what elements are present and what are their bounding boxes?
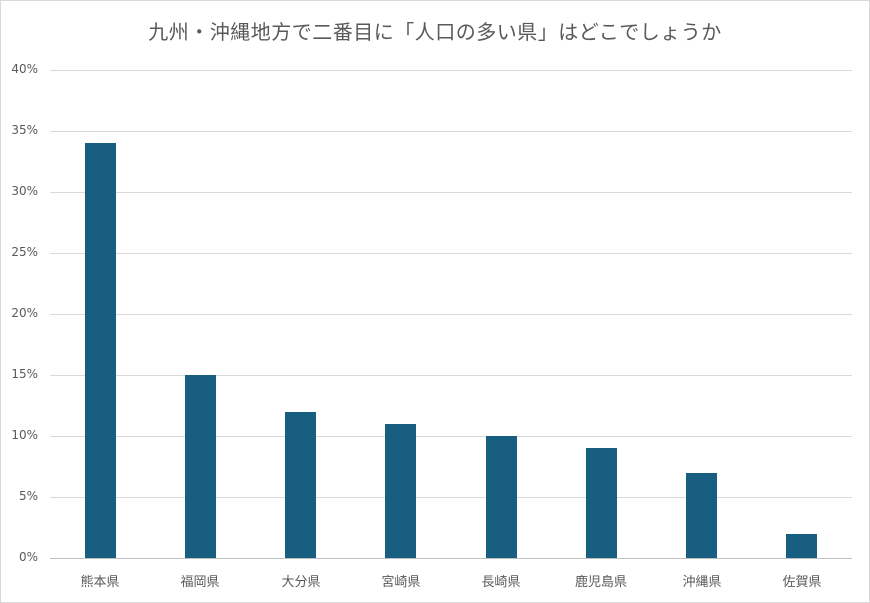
x-category-label: 沖縄県 [682, 575, 722, 590]
y-tick-label: 30% [11, 184, 38, 198]
x-category-label: 宮崎県 [381, 575, 421, 590]
x-category-label: 熊本県 [80, 575, 120, 590]
y-tick-label: 20% [11, 306, 38, 320]
bar [185, 375, 216, 558]
bar [786, 534, 817, 558]
gridline [50, 192, 852, 193]
bar [686, 473, 717, 558]
bar [385, 424, 416, 558]
y-tick-label: 15% [11, 367, 38, 381]
bar [285, 412, 316, 558]
y-tick-label: 35% [11, 123, 38, 137]
y-tick-label: 0% [18, 550, 38, 564]
chart-title: 九州・沖縄地方で二番目に「人口の多い県」はどこでしょうか [148, 20, 722, 44]
y-tick-label: 25% [11, 245, 38, 259]
gridline [50, 375, 852, 376]
y-tick-label: 5% [18, 489, 38, 503]
y-tick-label: 10% [11, 428, 38, 442]
bar [85, 143, 116, 558]
y-tick-label: 40% [11, 62, 38, 76]
gridline [50, 314, 852, 315]
gridline [50, 70, 852, 71]
gridline [50, 253, 852, 254]
bar [586, 448, 617, 558]
x-category-label: 長崎県 [481, 575, 521, 590]
x-category-label: 鹿児島県 [574, 575, 627, 590]
gridline [50, 131, 852, 132]
x-axis-line [50, 558, 852, 559]
x-category-label: 福岡県 [180, 575, 220, 590]
bar [486, 436, 517, 558]
gridline [50, 436, 852, 437]
x-category-label: 大分県 [281, 575, 321, 590]
gridline [50, 497, 852, 498]
x-category-label: 佐賀県 [782, 575, 822, 590]
